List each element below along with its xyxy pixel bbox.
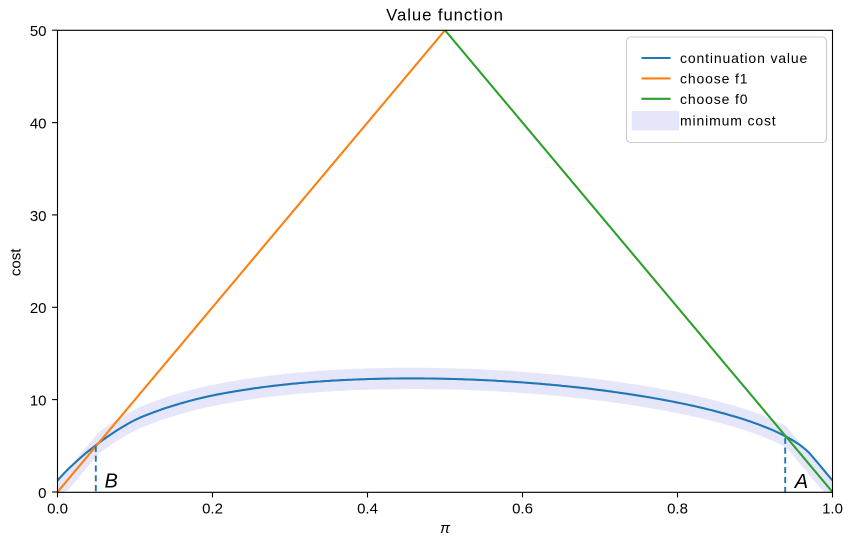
svg-text:0.8: 0.8 (667, 500, 688, 517)
svg-text:A: A (794, 471, 808, 493)
svg-text:Value function: Value function (386, 6, 504, 25)
svg-text:cost: cost (8, 248, 25, 276)
svg-text:0: 0 (38, 485, 46, 502)
svg-text:40: 40 (30, 116, 47, 133)
svg-text:choose f1: choose f1 (680, 70, 748, 86)
svg-text:minimum cost: minimum cost (680, 113, 777, 129)
svg-text:0.6: 0.6 (512, 500, 533, 517)
svg-text:20: 20 (30, 300, 47, 317)
svg-text:B: B (105, 471, 118, 493)
svg-text:1.0: 1.0 (822, 500, 843, 517)
svg-text:continuation value: continuation value (680, 50, 808, 66)
svg-text:0.4: 0.4 (357, 500, 378, 517)
svg-text:50: 50 (30, 23, 47, 40)
svg-text:30: 30 (30, 208, 47, 225)
svg-text:π: π (440, 520, 451, 537)
svg-text:0.0: 0.0 (47, 500, 68, 517)
svg-text:0.2: 0.2 (202, 500, 223, 517)
svg-text:10: 10 (30, 393, 47, 410)
svg-text:choose f0: choose f0 (680, 91, 748, 107)
